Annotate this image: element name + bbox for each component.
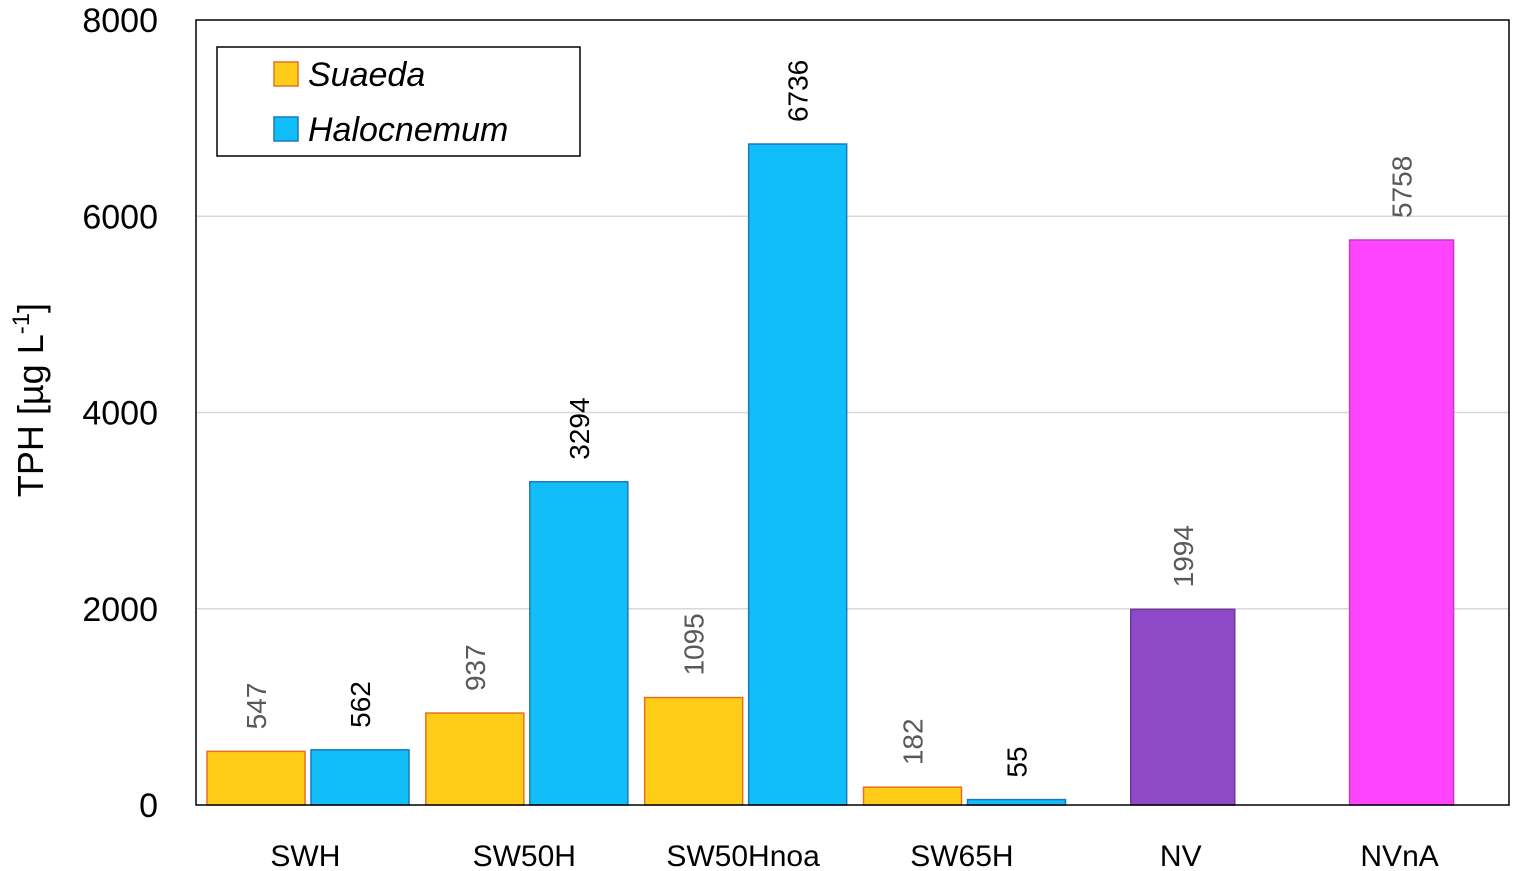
legend-swatch-halocnemum (273, 116, 299, 142)
legend-swatch-suaeda (273, 61, 299, 87)
y-tick-label: 6000 (82, 198, 158, 236)
category-label: NVnA (1360, 840, 1438, 871)
legend: Suaeda Halocnemum (216, 46, 581, 157)
bar-nv-nv (1130, 608, 1236, 806)
bar-halocnemum-sw50h (529, 481, 629, 806)
category-label: NV (1160, 840, 1202, 871)
y-axis-title: TPH [µg L-1] (8, 303, 51, 497)
data-label: 1994 (1168, 525, 1199, 587)
data-label: 182 (898, 718, 929, 765)
gridlines (196, 215, 1509, 610)
bar-suaeda-swh (206, 750, 306, 806)
bar-suaeda-sw50h (425, 712, 525, 806)
x-axis-categories: SWH SW50H SW50Hnoa SW65H NV NVnA (270, 840, 1438, 871)
category-label: SW65H (910, 840, 1013, 871)
bar-halocnemum-swh (310, 749, 410, 806)
category-label: SW50H (473, 840, 576, 871)
category-label: SWH (270, 840, 340, 871)
bar-halocnemum-sw50hnoa (747, 143, 848, 806)
legend-label-halocnemum: Halocnemum (308, 111, 508, 149)
data-label: 547 (241, 683, 272, 730)
bar-nvna-nvna (1348, 239, 1455, 806)
data-label: 5758 (1387, 156, 1418, 218)
bars (206, 143, 1455, 806)
bar-halocnemum-sw65h (966, 798, 1067, 806)
category-label: SW50Hnoa (666, 840, 820, 871)
y-axis-ticks: 0 2000 4000 6000 8000 (82, 2, 158, 825)
bar-suaeda-sw50hnoa (643, 696, 744, 806)
y-tick-label: 4000 (82, 395, 158, 433)
y-tick-label: 8000 (82, 2, 158, 40)
plot-area-frame (195, 19, 1510, 806)
data-label: 1095 (679, 613, 710, 675)
y-tick-label: 2000 (82, 591, 158, 629)
data-label: 3294 (564, 397, 595, 459)
data-label: 6736 (783, 60, 814, 122)
data-labels: 547 562 937 3294 1095 6736 182 55 1994 5758 (241, 60, 1418, 778)
y-tick-label: 0 (139, 787, 158, 825)
data-label: 937 (460, 644, 491, 691)
data-label: 55 (1002, 746, 1033, 777)
bar-suaeda-sw65h (862, 786, 963, 806)
legend-label-suaeda: Suaeda (308, 56, 425, 94)
data-label: 562 (345, 681, 376, 728)
